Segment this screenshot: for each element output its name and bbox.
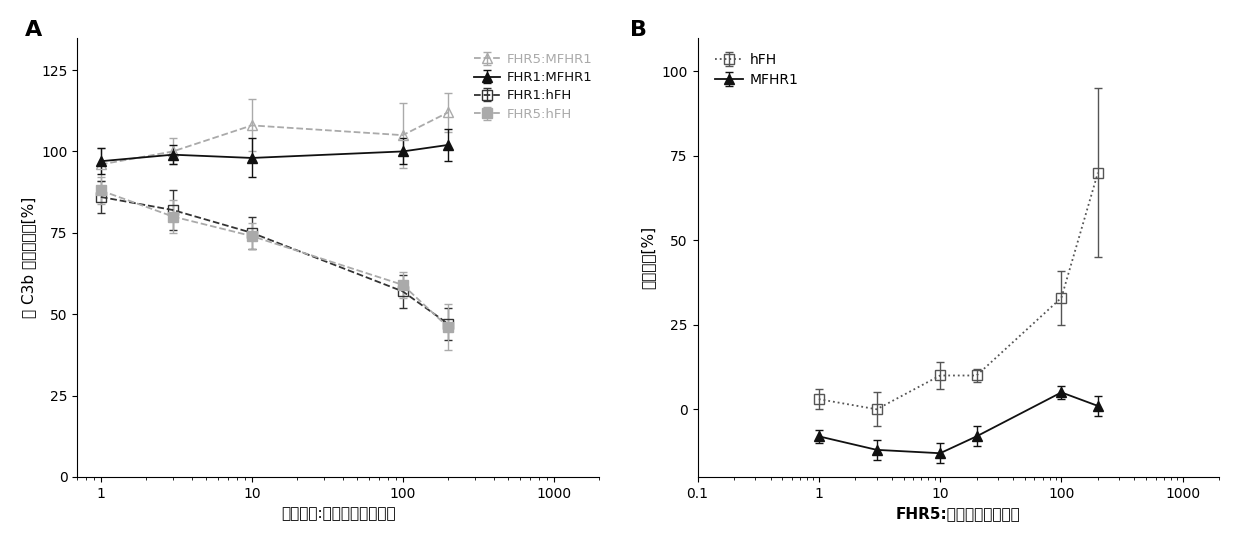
X-axis label: FHR5:测试蛋白的摩尔比: FHR5:测试蛋白的摩尔比 [897,506,1021,521]
X-axis label: 竞争蛋白:测试蛋白的摩尔比: 竞争蛋白:测试蛋白的摩尔比 [281,506,396,521]
Legend: FHR5:MFHR1, FHR1:MFHR1, FHR1:hFH, FHR5:hFH: FHR5:MFHR1, FHR1:MFHR1, FHR1:hFH, FHR5:h… [474,53,593,121]
Legend: hFH, MFHR1: hFH, MFHR1 [715,53,799,87]
Text: B: B [630,20,647,40]
Y-axis label: 与 C3b 的相对结合[%]: 与 C3b 的相对结合[%] [21,197,36,318]
Text: A: A [25,20,42,40]
Y-axis label: 相对溶血[%]: 相对溶血[%] [641,225,656,289]
